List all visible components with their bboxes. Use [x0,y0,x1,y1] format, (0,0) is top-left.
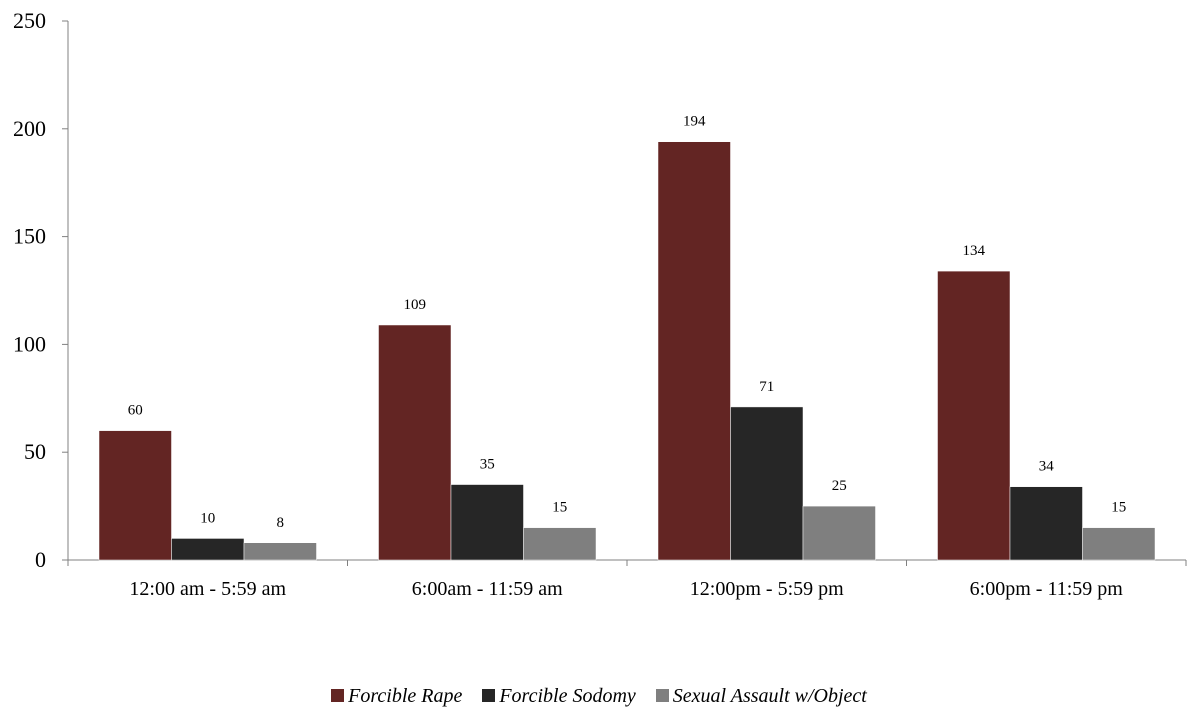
bar-sexual-assault-w-object [523,527,597,561]
legend-item: Sexual Assault w/Object [655,684,867,708]
legend-swatch [655,689,669,702]
y-tick-label: 200 [13,116,46,141]
data-label: 34 [1039,459,1055,475]
data-label: 8 [277,515,285,531]
data-label: 10 [200,510,215,526]
bar-forcible-sodomy [730,406,804,561]
x-tick-label: 12:00 am - 5:59 am [129,578,286,600]
legend-label: Forcible Sodomy [499,685,636,707]
y-tick-label: 150 [13,224,46,249]
bar-forcible-rape [657,141,731,561]
bar-sexual-assault-w-object [802,505,876,561]
bar-chart: 0 50 100 150 200 250 12:00 am - 5:59 am 6:00am… [13,8,1187,600]
data-label: 15 [552,500,567,516]
x-tick-label: 12:00pm - 5:59 pm [690,578,844,600]
legend: Forcible Rape Forcible Sodomy Sexual Assau… [0,684,1198,708]
legend-label: Sexual Assault w/Object [672,685,867,707]
y-axis: 0 50 100 150 200 250 [13,8,69,572]
bar-forcible-rape [98,430,172,561]
y-tick-label: 50 [24,439,46,464]
x-axis: 12:00 am - 5:59 am 6:00am - 11:59 am 12:00… [67,559,1187,600]
legend-label: Forcible Rape [348,685,463,707]
bar-sexual-assault-w-object [243,542,317,561]
data-label: 134 [963,243,986,259]
y-tick-label: 0 [35,547,46,572]
bar-forcible-sodomy [171,538,245,561]
legend-swatch [331,689,345,702]
bars [98,141,1156,561]
bar-sexual-assault-w-object [1082,527,1156,561]
data-label: 194 [683,114,706,130]
legend-item: Forcible Sodomy [482,684,636,708]
data-label: 25 [832,478,847,494]
bar-forcible-rape [378,324,452,561]
bar-forcible-rape [937,270,1011,561]
y-tick-label: 250 [13,8,46,33]
x-tick-label: 6:00am - 11:59 am [412,578,563,600]
legend-item: Forcible Rape [331,684,462,708]
data-label: 109 [404,297,427,313]
x-tick-label: 6:00pm - 11:59 pm [970,578,1124,600]
data-label: 35 [480,457,495,473]
data-label: 71 [759,379,774,395]
bar-forcible-sodomy [450,484,524,561]
bar-forcible-sodomy [1009,486,1083,561]
data-label: 60 [128,403,143,419]
legend-swatch [482,689,496,702]
data-labels: 60 10 8 109 35 15 194 71 25 134 34 15 [128,114,1127,531]
y-tick-label: 100 [13,331,46,356]
data-label: 15 [1111,500,1126,516]
